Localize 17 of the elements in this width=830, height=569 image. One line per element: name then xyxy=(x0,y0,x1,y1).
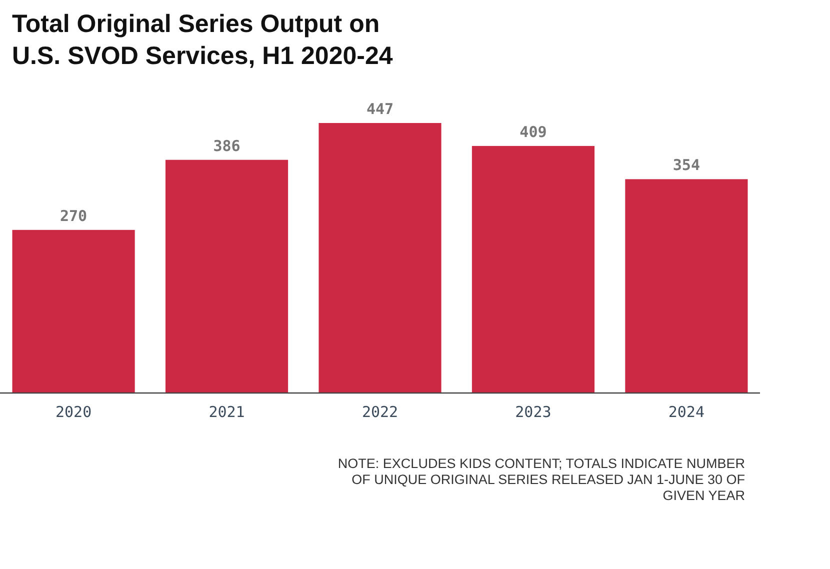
bar xyxy=(165,160,288,393)
data-label: 270 xyxy=(60,206,88,225)
data-label: 386 xyxy=(213,136,240,155)
data-label: 447 xyxy=(366,100,394,118)
x-tick-label: 2024 xyxy=(668,403,705,421)
x-tick-label: 2021 xyxy=(208,403,245,421)
x-tick-label: 2022 xyxy=(362,403,398,421)
x-tick-label: 2020 xyxy=(55,403,92,421)
text: NOTE: EXCLUDES KIDS CONTENT; TOTALS INDICATE NUMBER OF UNIQUE ORIGINAL SERIES RELEASED JAN 1-JUNE 30 OF GIVEN YEAR xyxy=(338,456,746,503)
bar xyxy=(318,123,442,393)
data-label: 409 xyxy=(520,122,547,141)
chart-title: Total Original Series Output on U.S. SVOD Services, H1 2020-24 xyxy=(12,10,393,70)
bar xyxy=(472,146,595,393)
bar xyxy=(12,230,135,393)
x-tick-label: 2023 xyxy=(515,403,552,421)
data-label: 354 xyxy=(672,156,700,174)
bar xyxy=(625,179,748,393)
